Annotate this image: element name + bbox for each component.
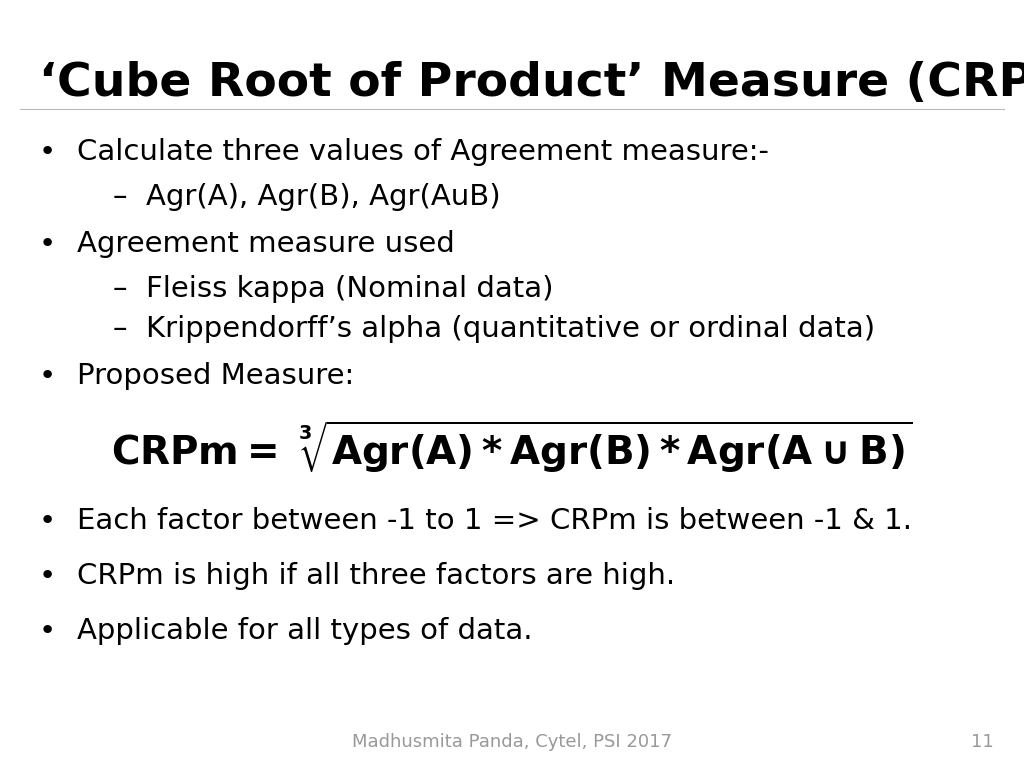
Text: •: •: [39, 362, 56, 390]
Text: •: •: [39, 138, 56, 166]
Text: Madhusmita Panda, Cytel, PSI 2017: Madhusmita Panda, Cytel, PSI 2017: [352, 733, 672, 751]
Text: •: •: [39, 562, 56, 590]
Text: Each factor between -1 to 1 => CRPm is between -1 & 1.: Each factor between -1 to 1 => CRPm is b…: [77, 507, 911, 535]
Text: –  Agr(A), Agr(B), Agr(AuB): – Agr(A), Agr(B), Agr(AuB): [113, 183, 501, 210]
Text: Calculate three values of Agreement measure:-: Calculate three values of Agreement meas…: [77, 138, 769, 166]
Text: –  Krippendorff’s alpha (quantitative or ordinal data): – Krippendorff’s alpha (quantitative or …: [113, 315, 874, 343]
Text: CRPm is high if all three factors are high.: CRPm is high if all three factors are hi…: [77, 562, 675, 590]
Text: •: •: [39, 617, 56, 645]
Text: ‘Cube Root of Product’ Measure (CRPm): ‘Cube Root of Product’ Measure (CRPm): [39, 61, 1024, 107]
Text: •: •: [39, 507, 56, 535]
Text: –  Fleiss kappa (Nominal data): – Fleiss kappa (Nominal data): [113, 275, 553, 303]
Text: Agreement measure used: Agreement measure used: [77, 230, 455, 258]
Text: 11: 11: [971, 733, 993, 751]
Text: $\mathbf{CRPm = \ \sqrt[3]{Agr(A)*Agr(B)*Agr(A\cup B)}}$: $\mathbf{CRPm = \ \sqrt[3]{Agr(A)*Agr(B)…: [111, 419, 913, 475]
Text: Proposed Measure:: Proposed Measure:: [77, 362, 354, 390]
Text: •: •: [39, 230, 56, 258]
Text: Applicable for all types of data.: Applicable for all types of data.: [77, 617, 532, 645]
